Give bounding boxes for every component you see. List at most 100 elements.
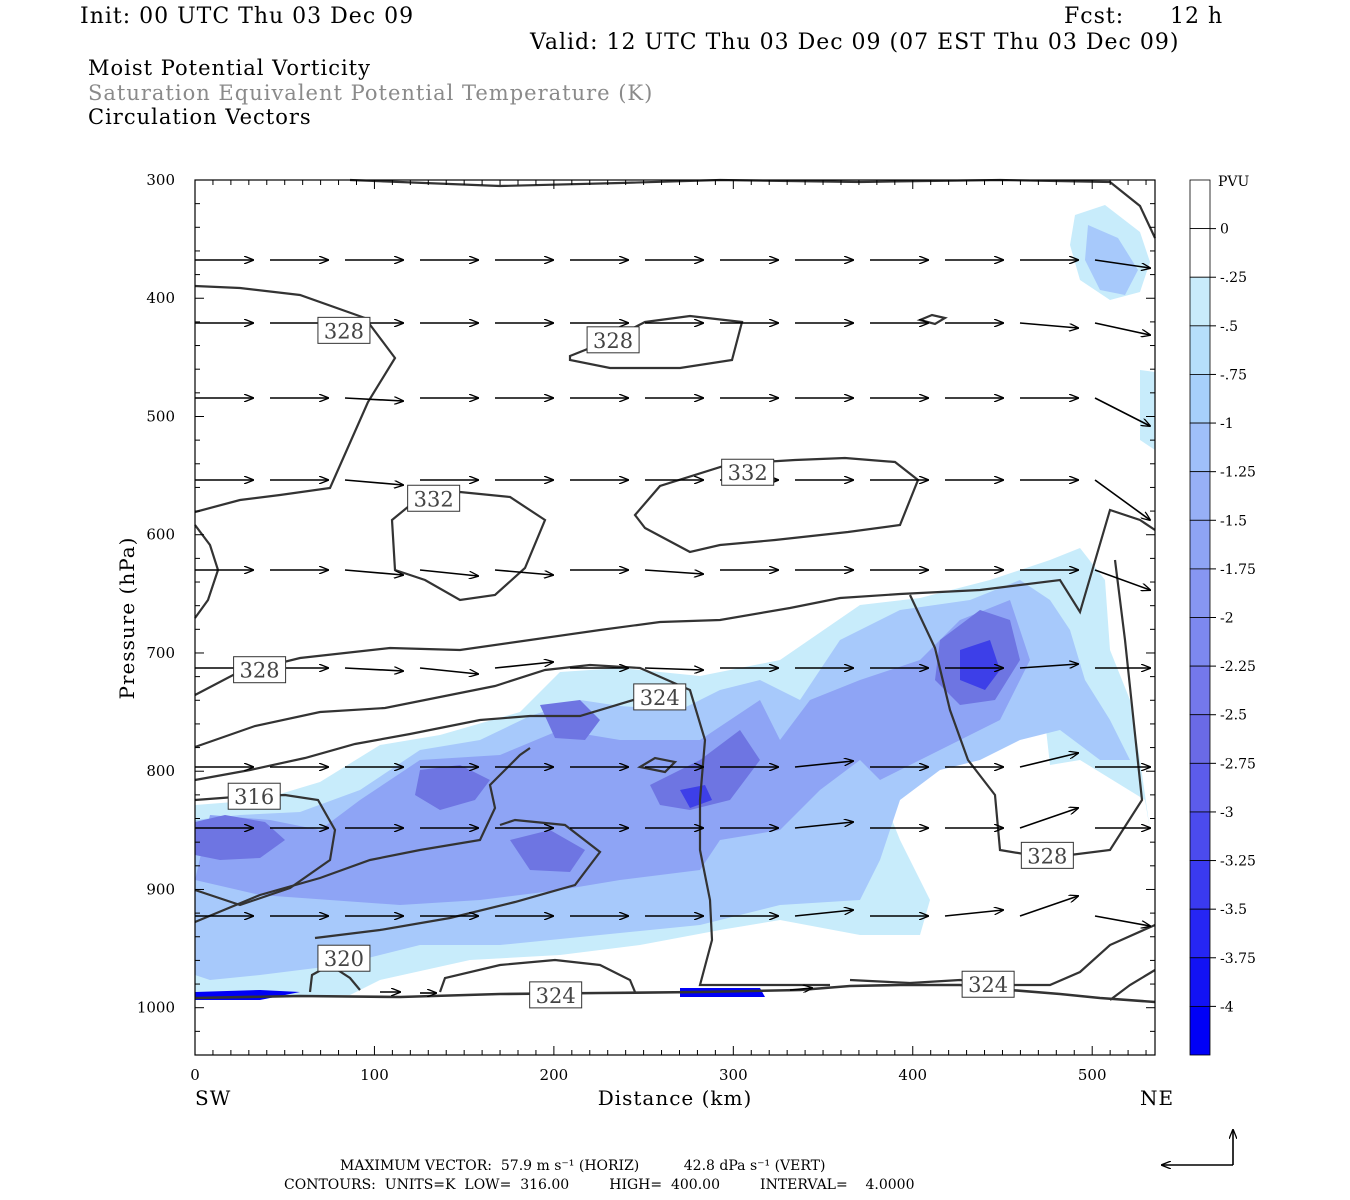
vector-arrow	[644, 569, 703, 574]
y-tick-label: 1000	[137, 999, 175, 1017]
colorbar-label: -1.75	[1220, 562, 1256, 578]
colorbar-segment	[1189, 665, 1211, 716]
colorbar-segment	[1189, 276, 1211, 327]
colorbar-label: -2.75	[1220, 756, 1256, 772]
reference-vector	[1162, 1130, 1233, 1165]
x-tick-label: 400	[898, 1066, 927, 1084]
vector-arrow	[1094, 322, 1150, 335]
y-axis-title: Pressure (hPa)	[115, 537, 139, 700]
contour-info: CONTOURS: UNITS=K LOW= 316.00 HIGH= 400.…	[284, 1177, 915, 1193]
x-tick-label: 0	[190, 1066, 200, 1084]
y-tick-label: 700	[146, 644, 175, 662]
contour-label: 316	[234, 785, 274, 809]
contour-line	[194, 508, 1156, 696]
contour-line	[194, 747, 531, 924]
y-tick-label: 300	[146, 171, 175, 189]
vector-arrow	[794, 910, 853, 917]
vector-arrow	[1094, 397, 1150, 426]
colorbar-label: -2.5	[1220, 708, 1247, 724]
max-vector-note: MAXIMUM VECTOR: 57.9 m s⁻¹ (HORIZ) 42.8 …	[340, 1158, 826, 1174]
pv-fill-region	[650, 730, 760, 810]
vector-arrow	[1019, 896, 1078, 917]
colorbar-segment	[1189, 811, 1211, 861]
pv-fill-region	[195, 815, 285, 860]
contour-label: 328	[240, 659, 280, 683]
contour-line	[916, 313, 948, 326]
colorbar-segment	[1189, 908, 1211, 959]
plot-frame	[194, 179, 1156, 1056]
vector-arrow	[344, 479, 403, 485]
y-tick-label: 500	[146, 407, 175, 425]
colorbar-label: -.5	[1220, 319, 1238, 335]
x-tick-label: 100	[360, 1066, 389, 1084]
pv-fill-region	[960, 640, 1000, 690]
colorbar-label: -2.25	[1220, 659, 1256, 675]
contour-label: 324	[968, 973, 1008, 997]
pv-fill-region	[1085, 225, 1138, 295]
pv-fill-region	[1140, 370, 1155, 450]
colorbar-label: -3.5	[1220, 902, 1247, 918]
sw-label: SW	[195, 1086, 231, 1110]
colorbar: 0 -.25 -.5 -.75 -1 -1.25 -1.5 -1.75 -2 -2.25 -2.5 -…	[1189, 179, 1256, 1056]
contour-label-box	[1020, 841, 1074, 869]
valid-time: Valid: 12 UTC Thu 03 Dec 09 (07 EST Thu …	[530, 30, 1180, 55]
colorbar-segment	[1189, 714, 1211, 764]
title-mpv: Moist Potential Vorticity	[88, 56, 371, 80]
colorbar-label: -4	[1220, 999, 1234, 1015]
colorbar-segment	[1189, 1005, 1211, 1056]
vector-arrow	[344, 569, 403, 575]
contour-label-box	[407, 484, 461, 512]
colorbar-segment	[1189, 860, 1211, 910]
colorbar-label: -.25	[1220, 270, 1247, 286]
colorbar-segment	[1189, 568, 1211, 618]
colorbar-label: 0	[1220, 222, 1229, 238]
contour-labels: 328 328 332 332 328 324 316 320 324 324 328	[227, 316, 1074, 1009]
contour-line	[849, 923, 1156, 987]
pv-fill-region	[540, 700, 600, 740]
y-tick-label: 900	[146, 880, 175, 898]
colorbar-label: -.75	[1220, 367, 1247, 383]
vector-arrow	[644, 668, 703, 670]
contour-label-box	[721, 458, 775, 486]
y-axis: 300 400 500 600 700 800 900 1000	[137, 171, 175, 1017]
colorbar-label: -1	[1220, 416, 1234, 432]
vector-arrow	[794, 822, 853, 829]
vector-arrow	[944, 910, 1003, 917]
colorbar-segment	[1189, 471, 1211, 521]
colorbar-segment	[1189, 957, 1211, 1007]
colorbar-label: -2	[1220, 611, 1234, 627]
forecast-label: Fcst:	[1064, 4, 1125, 29]
contour-line	[633, 456, 920, 554]
colorbar-segment	[1189, 228, 1211, 278]
y-tick-label: 600	[146, 526, 175, 544]
circulation-vectors	[195, 260, 1150, 993]
forecast-hour: 12 h	[1170, 4, 1224, 29]
y-tick-label: 400	[146, 289, 175, 307]
colorbar-segment	[1189, 325, 1211, 375]
colorbar-label: -3.75	[1220, 951, 1256, 967]
minor-ticks	[194, 179, 1155, 1056]
vector-arrow	[419, 667, 478, 674]
colorbar-segment	[1189, 762, 1211, 813]
vector-arrow	[419, 569, 478, 576]
contour-line	[636, 756, 678, 774]
contour-label: 332	[414, 487, 454, 511]
title-vectors: Circulation Vectors	[88, 105, 312, 129]
x-axis-title: Distance (km)	[598, 1086, 753, 1110]
vector-arrow	[1094, 915, 1150, 926]
colorbar-segment	[1189, 617, 1211, 667]
pv-fill-region	[510, 830, 585, 872]
colorbar-segment	[1189, 179, 1211, 230]
contour-label: 324	[640, 686, 680, 710]
ground-line	[194, 983, 1156, 1004]
contour-label: 328	[593, 329, 633, 353]
pv-shading	[195, 205, 1155, 1000]
vector-arrow	[1094, 479, 1150, 520]
contour-line	[194, 524, 220, 619]
contour-line	[194, 663, 830, 987]
contour-label: 332	[728, 461, 768, 485]
y-tick-label: 800	[146, 762, 175, 780]
contour-label-box	[317, 944, 371, 972]
x-axis: 0 100 200 300 400 500	[190, 1066, 1106, 1084]
contour-label-box	[961, 970, 1015, 998]
